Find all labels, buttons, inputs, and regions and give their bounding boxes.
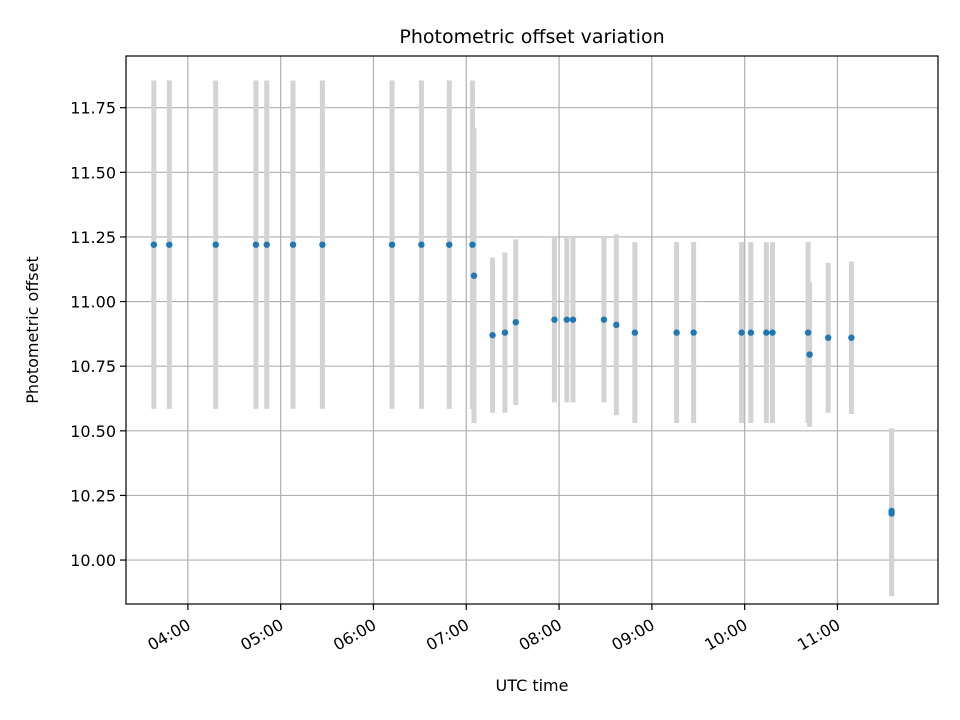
data-point [806,351,813,358]
data-point [763,329,770,336]
data-point [319,241,326,248]
plot-frame [125,55,939,605]
data-point [673,329,680,336]
x-axis-label: UTC time [496,676,569,695]
data-point [613,321,620,329]
data-point [469,241,476,248]
y-tick-label: 10.00 [70,551,116,570]
y-tick-label: 11.50 [70,163,116,182]
data-point [212,241,219,248]
data-point [690,329,697,336]
data-point [470,272,478,279]
data-point [150,241,158,248]
data-point [512,319,519,326]
data-point [551,316,558,323]
data-point [888,507,895,515]
y-tick-label: 10.75 [70,357,116,376]
data-point [418,241,425,248]
y-axis-ticks: 10.00 10.25 10.50 10.75 11.00 11.25 11.50 11.75 [70,99,126,570]
y-axis-label: Photometric offset [23,256,42,404]
y-tick-label: 11.75 [70,99,116,118]
data-point [738,329,745,336]
data-point [563,316,570,323]
data-point [263,241,270,248]
y-tick-label: 11.25 [70,228,116,247]
y-tick-label: 10.50 [70,422,116,441]
data-point [388,241,396,248]
data-point [769,329,776,336]
data-points [150,241,895,517]
data-point [446,241,453,248]
data-point [166,241,173,248]
data-point [501,329,509,336]
data-point [631,329,639,336]
data-point [804,329,812,336]
chart-title: Photometric offset variation [399,26,664,48]
data-point [252,241,260,248]
y-tick-label: 10.25 [70,486,116,505]
grid [126,56,938,604]
data-point [848,334,855,341]
data-point [747,329,755,336]
data-point [600,316,608,323]
data-point [489,331,496,339]
y-tick-label: 11.00 [70,293,116,312]
data-point [569,316,577,323]
data-point [824,334,832,341]
data-point [289,241,297,248]
